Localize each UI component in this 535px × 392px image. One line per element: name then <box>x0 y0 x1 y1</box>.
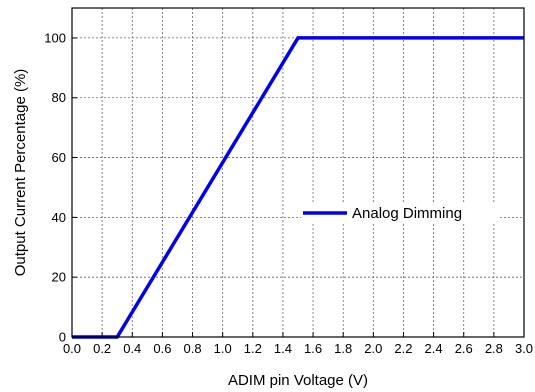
y-axis-title: Output Current Percentage (%) <box>12 69 29 277</box>
y-tick-label: 20 <box>52 270 66 285</box>
y-tick-label: 40 <box>52 210 66 225</box>
y-axis-ticks: 0 20 40 60 80 100 <box>44 30 77 345</box>
x-axis-ticks: 0.0 0.2 0.4 0.6 0.8 1.0 1.2 1.4 1.6 1.8 2.0 2.2 2.4 2… <box>63 332 533 356</box>
x-tick-label: 2.4 <box>425 341 443 356</box>
x-tick-label: 2.2 <box>394 341 412 356</box>
x-tick-label: 0.8 <box>183 341 201 356</box>
x-tick-label: 0.0 <box>63 341 81 356</box>
legend: Analog Dimming <box>301 202 498 224</box>
plot-area-frame <box>71 7 525 338</box>
grid <box>71 8 525 338</box>
x-axis-title: ADIM pin Voltage (V) <box>228 372 368 389</box>
legend-background <box>301 202 498 224</box>
y-tick-label: 80 <box>52 90 66 105</box>
x-tick-label: 3.0 <box>515 341 533 356</box>
x-tick-label: 0.6 <box>153 341 171 356</box>
y-tick-label: 60 <box>52 150 66 165</box>
series-line <box>72 36 524 339</box>
x-tick-label: 1.4 <box>274 341 292 356</box>
x-tick-label: 2.0 <box>364 341 382 356</box>
y-tick-label: 0 <box>59 330 66 345</box>
x-tick-label: 0.4 <box>123 341 141 356</box>
y-tick-label: 100 <box>44 30 66 45</box>
x-tick-label: 2.8 <box>485 341 503 356</box>
x-tick-label: 1.8 <box>334 341 352 356</box>
x-tick-label: 1.0 <box>214 341 232 356</box>
x-tick-label: 2.6 <box>455 341 473 356</box>
x-tick-label: 1.6 <box>304 341 322 356</box>
x-tick-label: 0.2 <box>93 341 111 356</box>
series-layer <box>72 36 524 339</box>
legend-label: Analog Dimming <box>352 205 462 222</box>
x-tick-label: 1.2 <box>244 341 262 356</box>
